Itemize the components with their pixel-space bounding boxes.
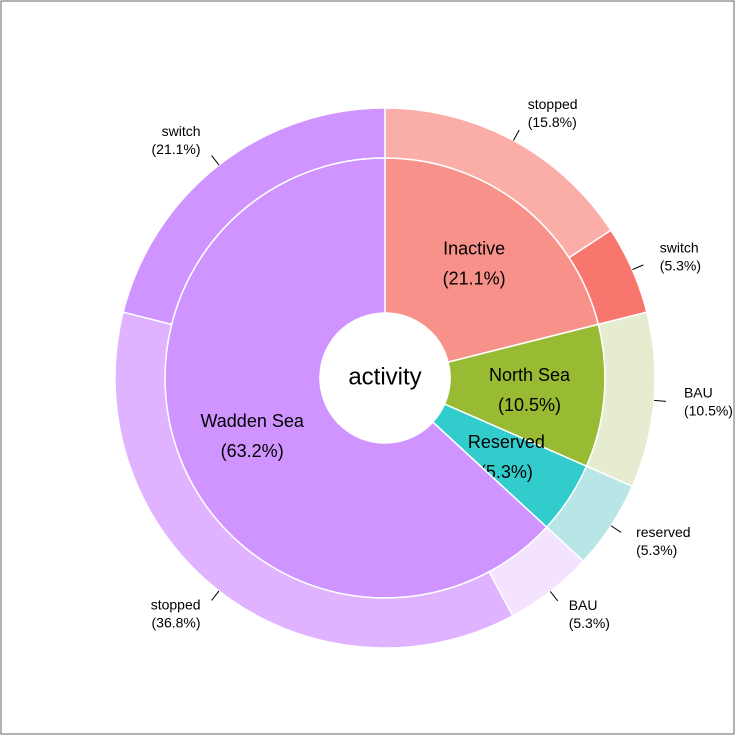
inner-value-label: (21.1%) xyxy=(443,268,506,288)
outer-label: BAU xyxy=(684,385,713,401)
outer-label: reserved xyxy=(636,524,690,540)
center-hole xyxy=(320,313,450,443)
inner-value-label: (10.5%) xyxy=(498,395,561,415)
outer-label: stopped xyxy=(151,596,201,612)
leader-line xyxy=(632,264,644,271)
leader-line xyxy=(211,155,220,166)
outer-label: stopped xyxy=(528,96,578,112)
leader-line xyxy=(513,129,520,141)
outer-value-label: (10.5%) xyxy=(684,403,733,419)
outer-value-label: (36.8%) xyxy=(152,614,201,630)
center-label: activity xyxy=(348,363,421,390)
inner-label: Wadden Sea xyxy=(200,411,304,431)
outer-value-label: (21.1%) xyxy=(152,141,201,157)
outer-label: switch xyxy=(162,123,201,139)
outer-value-label: (5.3%) xyxy=(636,542,677,558)
inner-value-label: (63.2%) xyxy=(221,441,284,461)
leader-line xyxy=(610,525,622,533)
outer-value-label: (15.8%) xyxy=(528,114,577,130)
leader-line xyxy=(654,399,667,402)
inner-label: Reserved xyxy=(468,432,545,452)
outer-value-label: (5.3%) xyxy=(660,257,701,273)
leader-line xyxy=(549,591,559,602)
outer-segment xyxy=(122,107,386,326)
inner-label: Inactive xyxy=(443,238,505,258)
outer-value-label: (5.3%) xyxy=(569,615,610,631)
inner-label: North Sea xyxy=(489,365,571,385)
outer-label: switch xyxy=(660,239,699,255)
outer-label: BAU xyxy=(569,597,598,613)
leader-line xyxy=(211,590,220,601)
